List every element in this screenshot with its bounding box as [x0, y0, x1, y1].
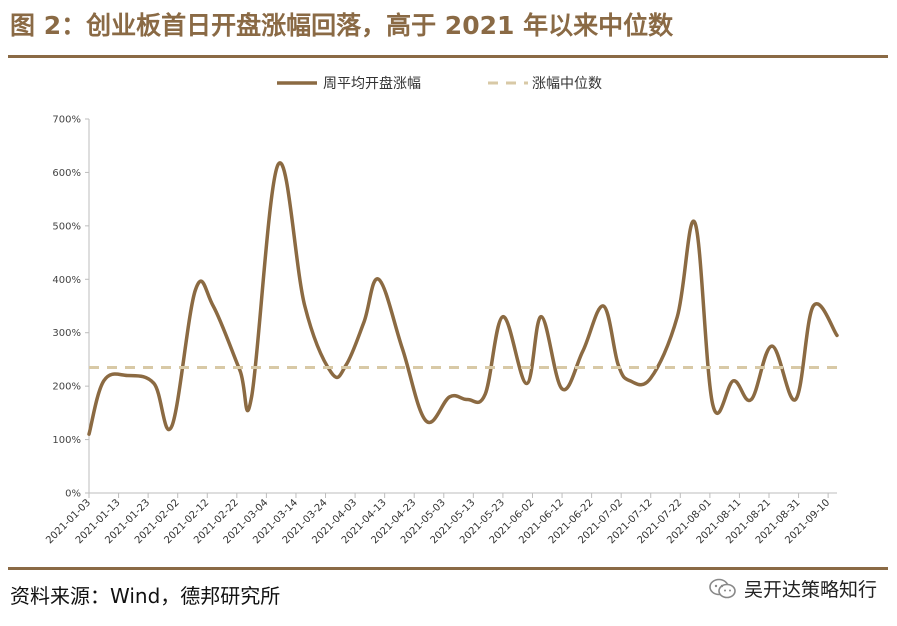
watermark-label: 吴开达策略知行	[743, 579, 877, 601]
y-tick-label: 200%	[52, 382, 81, 393]
y-tick-label: 500%	[52, 221, 81, 232]
y-tick-label: 600%	[52, 168, 81, 179]
legend-label-median: 涨幅中位数	[532, 76, 602, 92]
y-tick-label: 400%	[52, 275, 81, 286]
title-divider	[8, 55, 888, 58]
watermark: 吴开达策略知行	[708, 575, 877, 602]
y-tick-label: 300%	[52, 328, 81, 339]
chart-title: 图 2：创业板首日开盘涨幅回落，高于 2021 年以来中位数	[10, 11, 674, 40]
y-tick-label: 100%	[52, 435, 81, 446]
source-note: 资料来源：Wind，德邦研究所	[10, 584, 281, 608]
line-chart: 0%100%200%300%400%500%600%700%2021-01-03…	[44, 75, 839, 546]
series-line-weekly-avg	[87, 161, 839, 436]
footer-divider	[8, 567, 888, 570]
legend-label-weekly-avg: 周平均开盘涨幅	[323, 75, 421, 92]
y-tick-label: 700%	[52, 115, 81, 126]
wechat-icon	[709, 578, 736, 598]
y-tick-label: 0%	[65, 489, 81, 500]
